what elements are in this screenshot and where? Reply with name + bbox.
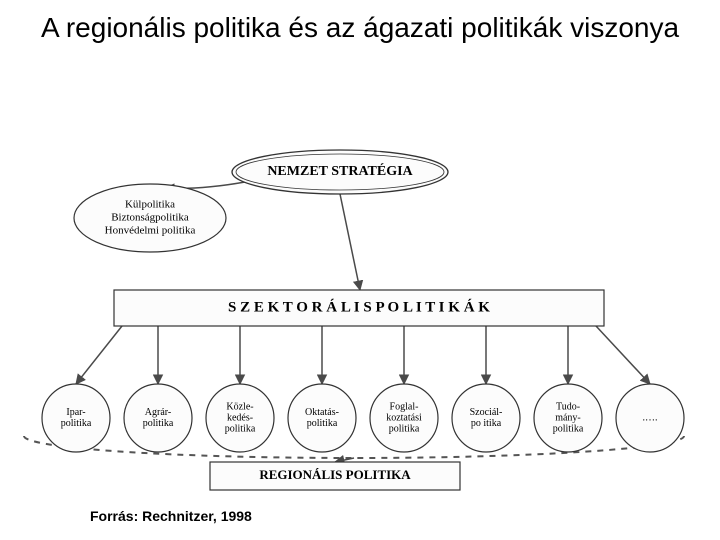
svg-text:koztatási: koztatási bbox=[386, 412, 422, 423]
svg-text:politika: politika bbox=[389, 423, 420, 434]
svg-text:politika: politika bbox=[307, 418, 338, 429]
svg-text:po itika: po itika bbox=[471, 418, 502, 429]
svg-text:politika: politika bbox=[61, 418, 92, 429]
svg-text:Foglal-: Foglal- bbox=[390, 401, 419, 412]
svg-text:Oktatás-: Oktatás- bbox=[305, 407, 339, 418]
svg-text:Biztonságpolitika: Biztonságpolitika bbox=[111, 212, 189, 224]
svg-text:Tudo-: Tudo- bbox=[556, 401, 580, 412]
svg-text:REGIONÁLIS POLITIKA: REGIONÁLIS POLITIKA bbox=[259, 467, 411, 482]
arrow-strategy-to-sector bbox=[340, 194, 360, 290]
svg-text:Szociál-: Szociál- bbox=[470, 407, 503, 418]
svg-text:mány-: mány- bbox=[555, 412, 581, 423]
svg-text:NEMZET STRATÉGIA: NEMZET STRATÉGIA bbox=[267, 162, 413, 179]
arrow-sector-to-leaf bbox=[76, 326, 122, 384]
source-citation: Forrás: Rechnitzer, 1998 bbox=[90, 508, 252, 524]
svg-text:politika: politika bbox=[143, 418, 174, 429]
svg-text:Közle-: Közle- bbox=[226, 401, 253, 412]
arrow-sector-to-leaf bbox=[596, 326, 650, 384]
svg-text:Honvédelmi politika: Honvédelmi politika bbox=[105, 225, 196, 237]
svg-text:Agrár-: Agrár- bbox=[145, 407, 171, 418]
svg-text:politika: politika bbox=[553, 423, 584, 434]
svg-text:S Z E K T O R Á L I S P O L: S Z E K T O R Á L I S P O L I T I K Á K bbox=[228, 298, 490, 315]
svg-text:politika: politika bbox=[225, 423, 256, 434]
svg-text:kedés-: kedés- bbox=[227, 412, 253, 423]
svg-text:Ipar-: Ipar- bbox=[66, 407, 85, 418]
diagram-canvas: NEMZET STRATÉGIA KülpolitikaBiztonságpoli… bbox=[0, 0, 720, 540]
svg-text:Külpolitika: Külpolitika bbox=[125, 199, 175, 211]
svg-text:.….: .…. bbox=[643, 412, 658, 423]
